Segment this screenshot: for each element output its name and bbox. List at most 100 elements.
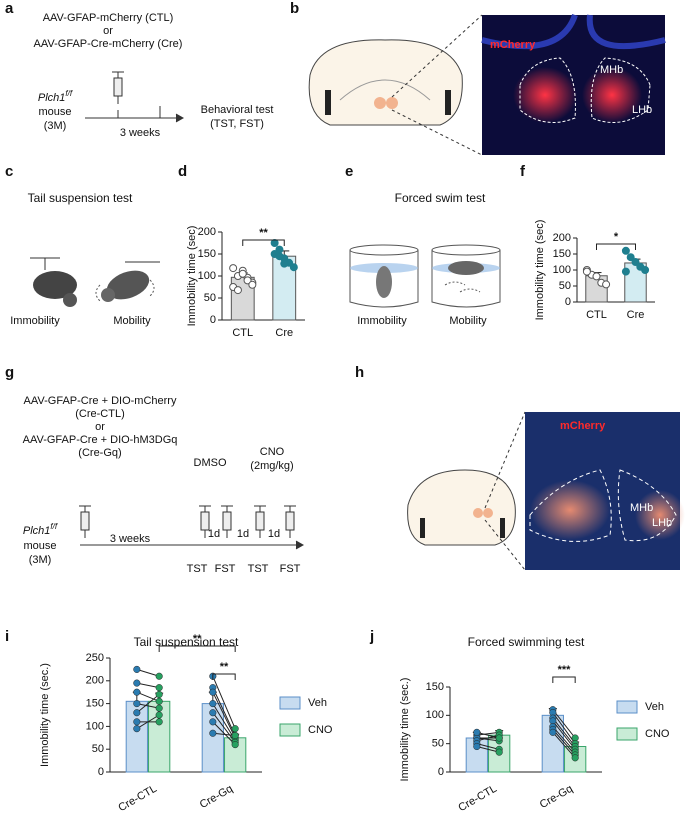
data-point — [133, 725, 141, 733]
data-point — [289, 263, 298, 272]
test: FST — [280, 563, 301, 575]
panel-title: Tail suspension test — [28, 191, 133, 205]
data-point — [280, 259, 289, 268]
y-axis-label: Immobility time (sec.) — [399, 678, 411, 782]
pair-line — [212, 691, 236, 739]
data-point — [248, 280, 257, 289]
panel-label: d — [178, 163, 187, 180]
brain-atlas — [308, 39, 463, 126]
y-axis-label: Immobility time (sec) — [186, 226, 198, 327]
genotype: f/f — [50, 522, 57, 531]
y-tick-label: 100 — [86, 720, 104, 732]
legend-swatch — [616, 727, 638, 741]
data-point — [133, 709, 141, 717]
pair-line — [136, 668, 160, 677]
test: TST — [248, 563, 269, 575]
condition-label: Mobility — [449, 315, 487, 327]
syringe — [79, 505, 91, 538]
y-tick-label: 50 — [204, 292, 216, 304]
x-tick-label: CTL — [232, 327, 253, 339]
x-tick-label: CTL — [586, 309, 607, 321]
legend-label: Veh — [645, 701, 664, 713]
data-point — [571, 754, 579, 762]
duration: 3 weeks — [110, 533, 151, 545]
timeline — [85, 71, 185, 123]
legend-label: CNO — [645, 728, 670, 740]
data-point — [270, 239, 279, 247]
y-tick-label: 200 — [86, 675, 104, 687]
legend-swatch — [279, 723, 301, 737]
pair-line — [476, 737, 500, 742]
signal — [513, 67, 577, 123]
y-tick-label: 150 — [553, 248, 571, 260]
data-point — [641, 266, 650, 274]
pair-line — [476, 731, 500, 739]
significance-bracket — [552, 676, 576, 683]
significance-bracket — [242, 239, 285, 246]
data-point — [155, 718, 163, 726]
data-point — [238, 269, 247, 278]
region-label: LHb — [632, 104, 652, 116]
data-point — [155, 690, 163, 699]
data-point — [155, 697, 163, 705]
significance: ** — [193, 633, 202, 645]
x-tick-label: Cre-CTL — [116, 783, 159, 814]
syringe — [284, 505, 296, 538]
construct: (Cre-Gq) — [78, 447, 121, 459]
pair-line — [136, 691, 160, 702]
y-tick-label: 0 — [98, 766, 104, 778]
pair-line — [552, 726, 576, 753]
y-tick-label: 0 — [210, 314, 216, 326]
significance: * — [614, 231, 619, 243]
genotype: f/f — [65, 89, 72, 98]
pair-line — [476, 731, 500, 736]
construct: AAV-GFAP-Cre + DIO-mCherry — [24, 395, 177, 407]
data-point — [155, 684, 163, 692]
mouse-line: Plch1f/f — [38, 89, 73, 104]
significance-bracket — [212, 673, 236, 680]
x-tick-label: Cre — [275, 327, 293, 339]
construct: or — [95, 421, 105, 433]
tank-illustration — [349, 244, 501, 308]
region-label: MHb — [600, 64, 623, 76]
pair-line — [552, 717, 576, 747]
data-point — [209, 688, 217, 696]
condition-label: Mobility — [113, 315, 151, 327]
interval: 1d — [268, 528, 280, 540]
x-tick-label: Cre — [627, 309, 645, 321]
interval: 1d — [237, 528, 249, 540]
data-point — [473, 728, 481, 736]
y-tick-label: 50 — [432, 738, 444, 750]
mouse-label: mouse — [23, 540, 56, 552]
mouse-label: (3M) — [44, 120, 67, 132]
pair-line — [212, 732, 236, 737]
significance: ** — [259, 227, 268, 239]
significance-bracket — [596, 243, 636, 250]
significance-bracket — [158, 645, 236, 652]
pair-line — [212, 703, 236, 741]
data-point — [209, 709, 217, 717]
tissue — [481, 13, 666, 50]
y-tick-label: 0 — [438, 766, 444, 778]
pair-line — [476, 743, 500, 750]
data-point — [231, 731, 239, 740]
data-point — [133, 665, 141, 673]
outcome: Behavioral test — [201, 104, 274, 116]
data-point — [229, 264, 238, 273]
data-point — [209, 729, 217, 737]
panel-label: g — [5, 364, 14, 381]
data-point — [155, 704, 163, 712]
region-outline — [519, 57, 651, 123]
zoom-lines — [391, 14, 483, 156]
y-tick-label: 200 — [198, 226, 216, 238]
zoom-lines — [484, 411, 526, 571]
y-tick-label: 250 — [86, 652, 104, 664]
data-point — [621, 267, 630, 276]
pair-line — [212, 687, 236, 736]
pair-line — [552, 720, 576, 750]
mouse-label: mouse — [38, 106, 71, 118]
y-tick-label: 50 — [92, 743, 104, 755]
chart-title: Tail suspension test — [134, 635, 239, 649]
syringe — [221, 505, 233, 538]
data-point — [243, 276, 252, 285]
